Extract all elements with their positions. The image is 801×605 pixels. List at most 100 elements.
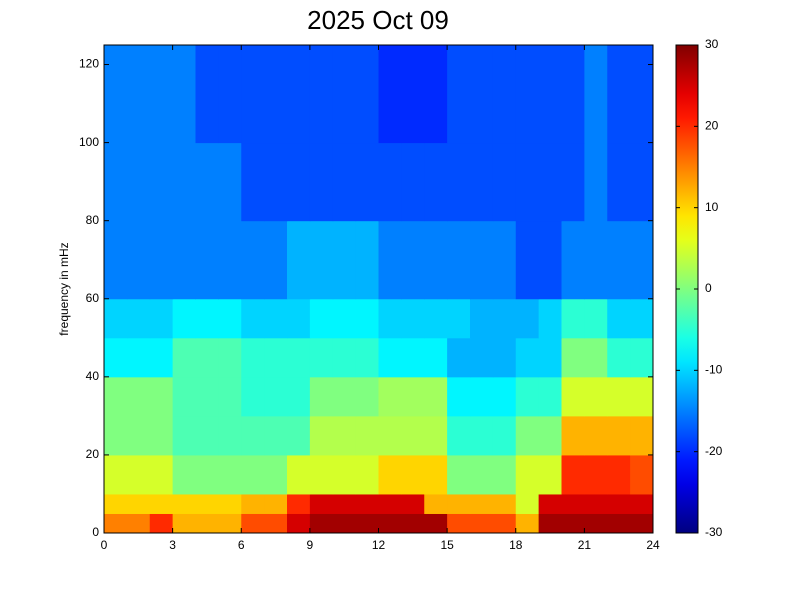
heatmap-cell bbox=[149, 454, 174, 495]
heatmap-cell bbox=[264, 513, 288, 534]
heatmap-cell bbox=[126, 493, 151, 514]
heatmap-cell bbox=[264, 142, 288, 222]
heatmap-cell bbox=[630, 415, 654, 456]
x-tick-label: 18 bbox=[509, 538, 523, 552]
heatmap-cell bbox=[172, 142, 196, 222]
x-tick-label: 6 bbox=[238, 538, 245, 552]
heatmap-cell bbox=[630, 454, 654, 495]
heatmap-cell bbox=[424, 513, 448, 534]
heatmap-cell bbox=[287, 415, 311, 456]
colorbar-tick-label: 30 bbox=[705, 37, 719, 51]
heatmap-cell bbox=[401, 493, 425, 514]
heatmap-cell bbox=[378, 337, 402, 378]
heatmap-cell bbox=[607, 493, 631, 514]
x-tick-label: 0 bbox=[101, 538, 108, 552]
heatmap-cell bbox=[470, 513, 494, 534]
heatmap-cell bbox=[447, 376, 471, 417]
heatmap-cell bbox=[195, 376, 219, 417]
heatmap-cell bbox=[172, 298, 196, 339]
heatmap-cell bbox=[515, 220, 540, 300]
heatmap-cell bbox=[104, 415, 128, 456]
heatmap-cell bbox=[538, 454, 562, 495]
heatmap-cell bbox=[104, 298, 128, 339]
heatmap-cell bbox=[561, 415, 585, 456]
colorbar-tick-label: 0 bbox=[705, 281, 712, 295]
heatmap-cell bbox=[332, 493, 357, 514]
heatmap-cell bbox=[492, 376, 517, 417]
heatmap-cell bbox=[492, 513, 517, 534]
heatmap-cell bbox=[218, 45, 242, 144]
heatmap-cell bbox=[401, 142, 425, 222]
heatmap-cell bbox=[218, 454, 242, 495]
heatmap-cell bbox=[607, 220, 631, 300]
heatmap-cell bbox=[355, 220, 379, 300]
heatmap-cell bbox=[172, 415, 196, 456]
x-tick-label: 3 bbox=[169, 538, 176, 552]
heatmap-cell bbox=[424, 415, 448, 456]
heatmap-cell bbox=[401, 376, 425, 417]
x-tick-label: 15 bbox=[440, 538, 454, 552]
heatmap-cell bbox=[241, 45, 265, 144]
heatmap-cell bbox=[195, 298, 219, 339]
heatmap-cell bbox=[126, 298, 151, 339]
heatmap-cell bbox=[424, 376, 448, 417]
heatmap-cell bbox=[332, 220, 357, 300]
heatmap-cell bbox=[126, 513, 151, 534]
heatmap-cell bbox=[241, 142, 265, 222]
heatmap-cell bbox=[126, 337, 151, 378]
heatmap-cell bbox=[630, 220, 654, 300]
heatmap-cell bbox=[241, 415, 265, 456]
colorbar-tick-label: -30 bbox=[705, 525, 723, 539]
heatmap-cell bbox=[378, 454, 402, 495]
heatmap-cell bbox=[492, 415, 517, 456]
heatmap-cell bbox=[561, 142, 585, 222]
heatmap-cell bbox=[492, 454, 517, 495]
heatmap-cell bbox=[332, 454, 357, 495]
colorbar-tick-label: -20 bbox=[705, 444, 723, 458]
heatmap-cell bbox=[149, 298, 174, 339]
heatmap-cell bbox=[264, 376, 288, 417]
heatmap-cell bbox=[126, 454, 151, 495]
heatmap-cell bbox=[538, 337, 562, 378]
heatmap-cell bbox=[470, 454, 494, 495]
heatmap-cell bbox=[309, 298, 334, 339]
heatmap-cell bbox=[607, 415, 631, 456]
heatmap-cell bbox=[309, 513, 334, 534]
heatmap-cell bbox=[104, 454, 128, 495]
heatmap-cell bbox=[401, 220, 425, 300]
heatmap-cell bbox=[218, 220, 242, 300]
heatmap-cell bbox=[630, 337, 654, 378]
heatmap-cell bbox=[378, 376, 402, 417]
heatmap-cell bbox=[447, 513, 471, 534]
heatmap-cell bbox=[470, 493, 494, 514]
heatmap-cell bbox=[287, 142, 311, 222]
heatmap-cell bbox=[470, 142, 494, 222]
heatmap-cell bbox=[515, 513, 540, 534]
heatmap-cell bbox=[515, 142, 540, 222]
heatmap-cell bbox=[470, 415, 494, 456]
heatmap-cell bbox=[332, 142, 357, 222]
heatmap-cell bbox=[630, 513, 654, 534]
heatmap-cell bbox=[195, 415, 219, 456]
heatmap-cell bbox=[515, 45, 540, 144]
heatmap-cell bbox=[424, 298, 448, 339]
heatmap-cell bbox=[538, 45, 562, 144]
heatmap-cell bbox=[538, 415, 562, 456]
heatmap-cell bbox=[195, 337, 219, 378]
heatmap-cell bbox=[447, 493, 471, 514]
heatmap-cell bbox=[355, 415, 379, 456]
heatmap-cell bbox=[538, 493, 562, 514]
heatmap-cell bbox=[561, 376, 585, 417]
heatmap-cell bbox=[195, 493, 219, 514]
heatmap-cell bbox=[492, 493, 517, 514]
heatmap-cell bbox=[584, 513, 608, 534]
chart-title: 2025 Oct 09 bbox=[307, 5, 449, 35]
heatmap-cell bbox=[492, 337, 517, 378]
heatmap-cell bbox=[264, 493, 288, 514]
heatmap-cell bbox=[126, 415, 151, 456]
heatmap-cell bbox=[378, 45, 402, 144]
heatmap-cell bbox=[584, 454, 608, 495]
heatmap-cell bbox=[126, 220, 151, 300]
colorbar-tick-label: 20 bbox=[705, 119, 719, 133]
heatmap-cell bbox=[149, 142, 174, 222]
